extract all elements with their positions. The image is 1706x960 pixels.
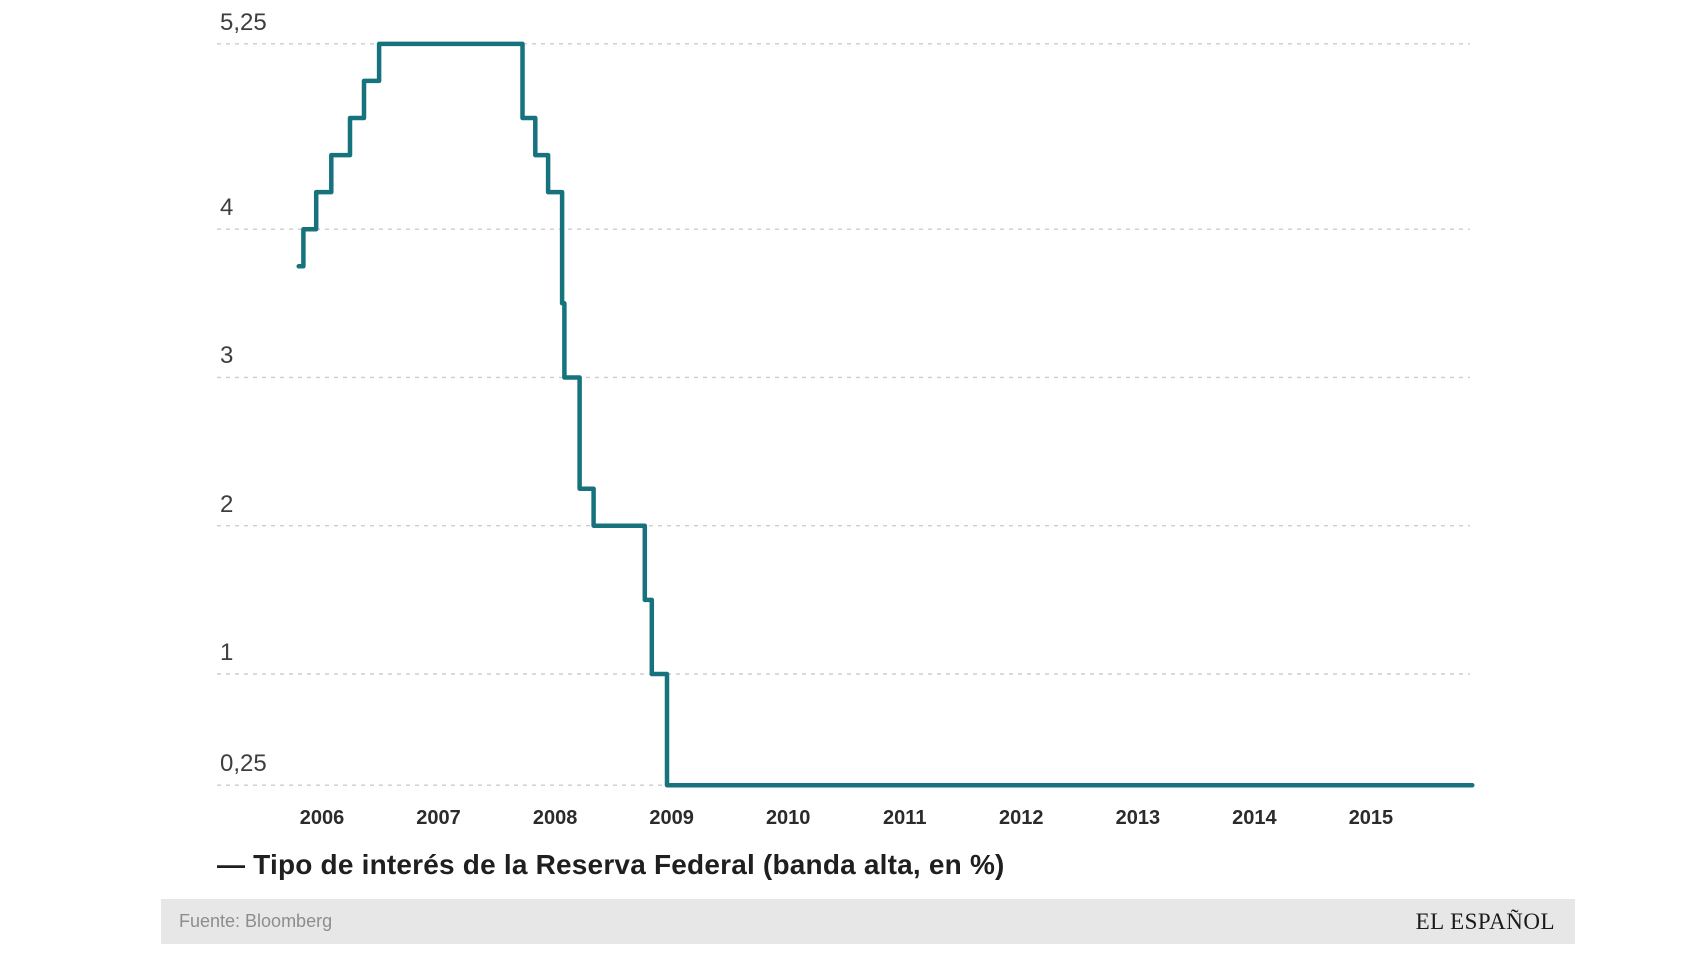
y-axis-label: 3 — [220, 342, 234, 370]
x-axis-label-2012: 2012 — [999, 807, 1044, 829]
x-axis-label-2011: 2011 — [883, 807, 927, 829]
x-axis-label-2007: 2007 — [416, 807, 461, 829]
x-axis-label-2008: 2008 — [532, 807, 578, 829]
x-axis-label-2010: 2010 — [765, 807, 811, 829]
gridlines — [217, 43, 1470, 786]
y-axis-label: 2 — [220, 490, 234, 518]
footer-bar: Fuente: Bloomberg EL ESPAÑOL — [161, 899, 1575, 944]
source-credit: Fuente: Bloomberg — [179, 911, 333, 931]
y-axis-label: 5,25 — [220, 8, 267, 36]
x-axis-label-2006: 2006 — [299, 807, 345, 829]
x-axis-label-2009: 2009 — [649, 807, 694, 829]
x-axis-label-2014: 2014 — [1232, 807, 1277, 829]
y-axis-label: 1 — [220, 638, 234, 666]
y-axis-label: 0,25 — [220, 750, 267, 778]
y-axis-label: 4 — [220, 194, 234, 222]
x-axis-label-2013: 2013 — [1115, 807, 1161, 829]
chart-legend: — Tipo de interés de la Reserva Federal … — [217, 849, 1005, 880]
rate-line — [296, 41, 1475, 788]
x-axis-label-2015: 2015 — [1348, 807, 1394, 829]
brand-logo: EL ESPAÑOL — [1415, 908, 1555, 934]
